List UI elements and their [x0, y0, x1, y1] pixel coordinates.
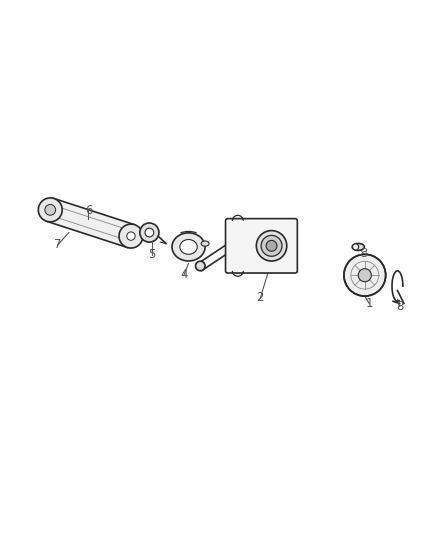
Text: 5: 5 [148, 248, 155, 261]
Ellipse shape [195, 261, 205, 271]
Ellipse shape [266, 240, 277, 251]
Circle shape [140, 223, 159, 242]
Text: 1: 1 [365, 297, 373, 310]
Ellipse shape [201, 241, 209, 246]
Ellipse shape [172, 233, 205, 261]
Text: 7: 7 [54, 238, 62, 251]
Text: 2: 2 [257, 292, 264, 304]
Ellipse shape [256, 231, 287, 261]
Text: 6: 6 [85, 204, 92, 217]
Text: 8: 8 [396, 300, 403, 313]
Circle shape [145, 228, 154, 237]
Ellipse shape [180, 239, 197, 254]
FancyBboxPatch shape [226, 219, 297, 273]
Ellipse shape [352, 244, 364, 251]
Circle shape [353, 244, 359, 250]
Polygon shape [46, 198, 134, 247]
Ellipse shape [119, 224, 143, 248]
Circle shape [344, 254, 386, 296]
Text: 4: 4 [180, 268, 188, 281]
Ellipse shape [261, 236, 282, 256]
Circle shape [358, 269, 371, 282]
Ellipse shape [45, 205, 56, 215]
Ellipse shape [127, 232, 135, 240]
Ellipse shape [38, 198, 62, 222]
Text: 3: 3 [360, 247, 367, 260]
